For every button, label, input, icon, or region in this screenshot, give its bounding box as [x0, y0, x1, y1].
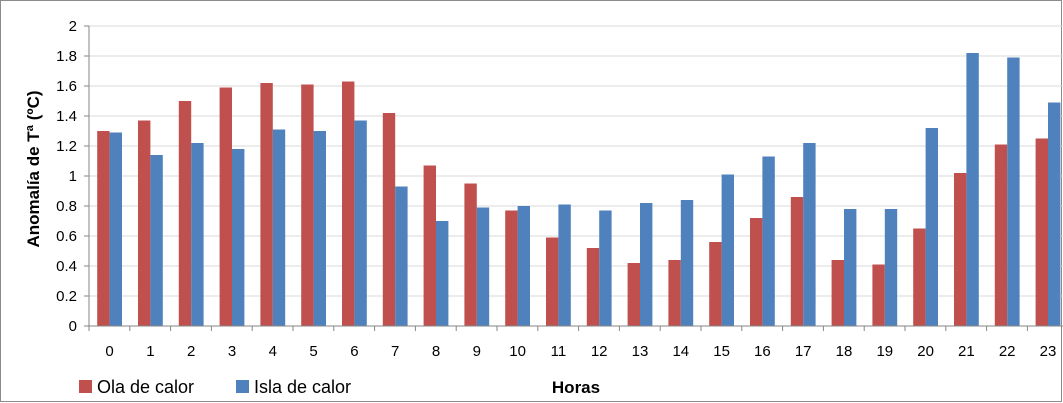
y-tick-label: 1.4	[56, 108, 77, 125]
y-tick-label: 0.8	[56, 198, 77, 215]
legend-swatch-isla-de-calor	[236, 380, 249, 393]
bar-ola-de-calor-17	[790, 197, 804, 326]
bar-ola-de-calor-23	[1035, 138, 1048, 326]
bars	[97, 53, 1061, 326]
bar-isla-de-calor-17	[803, 143, 816, 326]
bar-ola-de-calor-18	[831, 260, 844, 326]
legend-swatch-ola-de-calor	[79, 380, 92, 393]
bar-ola-de-calor-0	[97, 131, 110, 326]
bar-isla-de-calor-14	[680, 200, 694, 326]
bar-ola-de-calor-5	[301, 84, 314, 326]
bar-isla-de-calor-3	[232, 149, 245, 326]
x-tick-label: 1	[146, 343, 154, 360]
bar-ola-de-calor-3	[219, 87, 232, 326]
y-tick-label: 1.8	[56, 48, 77, 65]
x-tick-label: 20	[917, 343, 934, 360]
bar-isla-de-calor-4	[272, 129, 286, 326]
bar-ola-de-calor-9	[464, 183, 477, 326]
bar-isla-de-calor-21	[966, 53, 979, 326]
bar-isla-de-calor-18	[844, 209, 857, 326]
bar-ola-de-calor-4	[260, 83, 273, 326]
x-tick-label: 12	[591, 343, 608, 360]
x-tick-label: 6	[350, 343, 358, 360]
x-tick-label: 9	[473, 343, 481, 360]
legend-label-ola-de-calor: Ola de calor	[97, 377, 194, 397]
y-tick-label: 1.6	[56, 78, 77, 95]
y-tick-label: 1	[69, 168, 77, 185]
bar-ola-de-calor-10	[505, 210, 518, 326]
bar-ola-de-calor-2	[178, 101, 192, 326]
x-tick-label: 5	[309, 343, 317, 360]
bar-isla-de-calor-9	[476, 207, 490, 326]
bar-isla-de-calor-0	[109, 132, 122, 326]
bar-ola-de-calor-1	[138, 120, 151, 326]
x-tick-label: 0	[105, 343, 113, 360]
bar-ola-de-calor-6	[342, 81, 355, 326]
x-tick-label: 18	[836, 343, 853, 360]
x-tick-label: 8	[432, 343, 440, 360]
y-tick-label: 2	[69, 18, 77, 35]
y-tick-label: 1.2	[56, 138, 77, 155]
y-axis-ticks: 0 0.2 0.4 0.6 0.8 1 1.2 1.4 1.6 1.8 2	[56, 18, 89, 335]
y-tick-label: 0.4	[56, 258, 77, 275]
bar-isla-de-calor-12	[599, 210, 612, 326]
x-tick-label: 3	[228, 343, 236, 360]
bar-isla-de-calor-22	[1007, 57, 1020, 326]
x-tick-label: 19	[876, 343, 893, 360]
bar-ola-de-calor-16	[750, 218, 763, 326]
legend: Ola de calor Isla de calor	[79, 377, 351, 397]
bar-ola-de-calor-7	[382, 113, 396, 326]
bar-isla-de-calor-16	[762, 156, 775, 326]
x-tick-label: 7	[391, 343, 399, 360]
x-tick-label: 2	[187, 343, 195, 360]
x-tick-label: 13	[632, 343, 649, 360]
bar-isla-de-calor-6	[354, 120, 367, 326]
bar-ola-de-calor-12	[586, 248, 600, 326]
bar-ola-de-calor-15	[709, 242, 722, 326]
x-tick-label: 14	[672, 343, 689, 360]
bar-isla-de-calor-13	[640, 203, 653, 326]
bar-ola-de-calor-19	[872, 264, 885, 326]
bar-ola-de-calor-22	[994, 144, 1008, 326]
x-tick-label: 11	[551, 343, 567, 360]
y-axis-title: Anomalía de Tª (ºC)	[24, 90, 43, 247]
y-tick-label: 0.2	[56, 288, 77, 305]
x-tick-label: 23	[1040, 343, 1057, 360]
grid	[89, 25, 1063, 297]
bar-isla-de-calor-19	[884, 209, 898, 326]
x-tick-label: 17	[795, 343, 812, 360]
x-tick-label: 16	[754, 343, 771, 360]
bar-ola-de-calor-8	[423, 165, 436, 326]
x-tick-label: 21	[958, 343, 975, 360]
bar-ola-de-calor-11	[546, 237, 559, 326]
bar-isla-de-calor-20	[925, 128, 938, 326]
bar-ola-de-calor-20	[913, 228, 926, 326]
x-tick-label: 10	[509, 343, 526, 360]
bar-isla-de-calor-2	[191, 143, 204, 326]
bar-ola-de-calor-21	[954, 173, 967, 326]
bar-isla-de-calor-7	[395, 186, 408, 326]
bar-ola-de-calor-14	[668, 260, 681, 326]
bar-isla-de-calor-15	[721, 174, 734, 326]
y-tick-label: 0	[69, 318, 77, 335]
bar-isla-de-calor-11	[558, 204, 571, 326]
x-axis-title: Horas	[552, 378, 600, 397]
x-axis-ticks: 0 1 2 3 4 5 6 7 8 9 10 11 12 13 14 15 16 17 18 19 20 21 22 23	[88, 326, 1057, 360]
y-tick-label: 0.6	[56, 228, 77, 245]
bar-isla-de-calor-8	[436, 221, 449, 326]
bar-isla-de-calor-10	[517, 206, 530, 326]
bar-isla-de-calor-23	[1048, 102, 1061, 326]
legend-label-isla-de-calor: Isla de calor	[254, 377, 351, 397]
x-tick-label: 15	[713, 343, 730, 360]
x-tick-label: 22	[999, 343, 1016, 360]
x-tick-label: 4	[269, 343, 277, 360]
bar-ola-de-calor-13	[627, 263, 640, 326]
bar-isla-de-calor-5	[313, 131, 326, 326]
bar-isla-de-calor-1	[150, 155, 163, 326]
